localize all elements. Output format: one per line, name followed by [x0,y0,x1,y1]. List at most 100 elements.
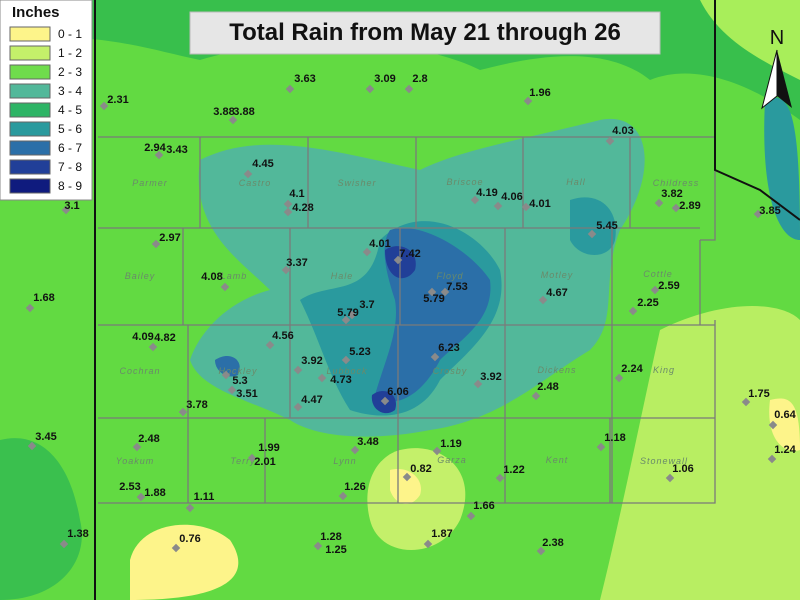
station-value: 1.68 [33,292,54,304]
legend-swatch [9,178,51,194]
station-dot [432,446,442,456]
county-name: Castro [239,178,272,188]
legend: Inches 0 - 1 1 - 2 2 - 3 3 - 4 4 - 5 5 - 6 6 -… [0,0,93,201]
station-value: 4.08 [201,271,222,283]
station-dot [317,373,327,383]
station-value: 3.92 [301,355,322,367]
legend-swatch [9,26,51,42]
station-value: 4.47 [301,394,322,406]
station-value: 5.45 [596,220,617,232]
legend-swatch [9,140,51,156]
county-lines [94,0,800,600]
contour [130,524,239,600]
station-value: 4.19 [476,187,497,199]
station-value: 2.8 [412,73,427,85]
station-dot [220,282,230,292]
contour [600,306,800,600]
station-value: 2.38 [542,537,563,549]
station-value: 1.66 [473,500,494,512]
legend-swatch [9,83,51,99]
station-dot [538,295,548,305]
station-value: 1.11 [194,491,215,503]
county-name: Crosby [433,366,468,376]
station-value: 4.82 [154,332,175,344]
station-value: 2.53 [119,481,140,493]
north-label: N [770,27,784,49]
station-value: 1.28 [320,531,341,543]
station-value: 3.88 [213,106,234,118]
station-value: 4.28 [292,202,313,214]
station-dot [362,247,372,257]
county-name: Briscoe [446,177,483,187]
station-value: 4.1 [289,188,304,200]
station-dot [61,205,71,215]
station-value: 3.09 [374,73,395,85]
state-border [94,0,800,600]
station-value: 1.75 [748,388,769,400]
station-dot [313,541,323,551]
station-value: 3.82 [661,188,682,200]
county-name: Lynn [333,456,356,466]
station-dot [25,303,35,313]
station-value: 1.38 [67,528,88,540]
station-value: 2.24 [621,363,643,375]
station-value: 5.79 [337,307,358,319]
legend-label: 5 - 6 [58,122,82,136]
station-value: 3.7 [359,299,374,311]
county-name: King [653,365,675,375]
station-value: 4.73 [330,374,351,386]
station-value: 4.01 [369,238,390,250]
station-value: 1.22 [503,464,524,476]
legend-label: 0 - 1 [58,27,82,41]
legend-label: 1 - 2 [58,46,82,60]
county-name: Floyd [436,271,463,281]
legend-swatch [9,159,51,175]
station-dot [132,442,142,452]
station-value: 1.19 [440,438,461,450]
station-value: 4.06 [501,191,522,203]
station-dot [365,84,375,94]
station-dot [341,355,351,365]
station-value: 2.25 [637,297,658,309]
station-value: 5.3 [232,375,247,387]
station-value: 2.48 [537,381,558,393]
station-dot [347,310,357,320]
station-dot [380,396,390,406]
station-value: 7.42 [399,248,420,260]
station-value: 2.59 [658,280,679,292]
station-dot [628,306,638,316]
station-dot [423,539,433,549]
contour [0,438,82,600]
station-value: 3.48 [357,436,378,448]
station-dot [430,352,440,362]
station-value: 7.53 [446,281,467,293]
station-value: 5.79 [423,293,444,305]
station-value: 6.06 [387,386,408,398]
county-labels: Parmer Castro Swisher Briscoe Hall Childress B… [116,177,699,466]
station-value: 1.88 [144,487,165,499]
station-dot [741,397,751,407]
map-title: Total Rain from May 21 through 26 [229,19,621,46]
station-value: 2.48 [138,433,159,445]
station-value: 4.03 [612,125,633,137]
station-value: 3.1 [64,200,79,212]
station-dot [614,373,624,383]
station-dot [665,473,675,483]
station-value: 2.89 [679,200,700,212]
station-value: 5.23 [349,346,370,358]
legend-label: 6 - 7 [58,141,82,155]
stations: 2.31 3.63 3.09 2.8 1.96 3.883.88 2.94 3.43 4.03 4… [25,73,797,556]
station-value: 3.88 [233,106,254,118]
station-dot [404,84,414,94]
contour [570,197,616,255]
station-value: 2.31 [107,94,128,106]
station-dot [228,115,238,125]
station-dot [402,472,412,482]
station-value: 3.85 [759,205,780,217]
station-dot [227,385,237,395]
county-name: Parmer [132,178,168,188]
station-value: 1.87 [431,528,452,540]
station-value: 3.43 [166,144,187,156]
title-box [189,11,661,55]
